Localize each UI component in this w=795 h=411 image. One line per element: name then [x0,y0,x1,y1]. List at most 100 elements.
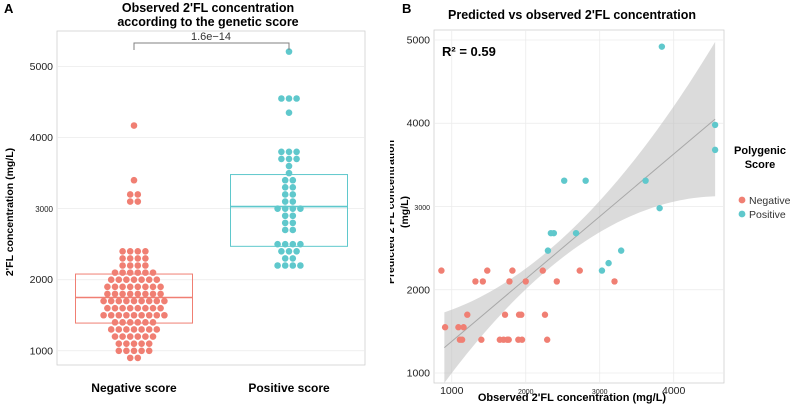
dot-negative [123,326,130,333]
dot-negative [134,283,142,291]
dot-negative [119,283,126,291]
point-negative [576,267,583,274]
panel-b-y-axis-label-line1: Predicted 2'FL concentration [390,140,397,284]
dot-negative [149,304,157,312]
dot-negative [130,340,138,347]
point-negative [438,267,445,274]
dot-negative [149,319,157,326]
panel-a-boxes [75,174,348,324]
dot-negative [119,269,126,276]
dot-negative [123,311,130,319]
dot-negative [149,290,157,298]
panel-a-y-tick-label: 3000 [35,205,53,214]
dot-negative [126,304,134,312]
dot-positive [281,219,289,227]
dot-negative [134,255,142,262]
dot-negative [111,304,119,312]
dot-positive [281,226,289,234]
dot-positive [289,219,297,227]
point-negative [479,278,487,285]
dot-negative [100,297,107,305]
dot-positive [289,240,297,248]
dot-negative [145,297,153,305]
point-positive [544,247,552,254]
dot-negative [115,276,123,284]
dot-negative [134,198,142,205]
legend: Polygenic Score Negative Positive [734,145,791,221]
point-positive [656,204,663,212]
dot-negative [119,262,126,269]
dot-negative [111,269,119,276]
dot-positive [289,205,297,212]
point-negative [505,336,512,343]
dot-negative [107,297,115,305]
panel-a-title-line2: according to the genetic score [117,15,298,29]
dot-negative [145,276,153,284]
point-positive [617,247,625,254]
dot-negative [134,191,142,198]
dot-positive [274,262,281,269]
dot-positive [289,262,297,269]
dot-positive [285,95,293,102]
dot-negative [142,283,149,291]
point-negative [484,267,491,274]
panel-a-title-line1: Observed 2'FL concentration [122,1,294,15]
dot-negative [111,283,119,291]
panel-b-x-axis-label: Observed 2'FL concentration (mg/L) [478,392,667,404]
panel-b-x-tick-label: 2000 [518,389,534,396]
legend-title-line1: Polygenic [734,145,786,157]
dot-negative [153,297,161,305]
dot-negative [111,319,119,326]
panel-b-y-axis-label-line2: (mg/L) [399,196,411,228]
panel-a-y-tick-label: 1000 [30,345,54,357]
dot-negative [115,326,123,333]
dot-negative [134,262,142,269]
dot-negative [123,297,130,305]
r-squared-annotation: R² = 0.59 [442,44,496,59]
dot-negative [142,290,149,298]
confidence-band [444,41,716,383]
dot-negative [126,319,134,326]
panel-b-y-tick-label: 2000 [407,284,431,296]
legend-positive-label: Positive [749,209,786,221]
dot-positive [289,255,297,262]
dot-negative [115,311,123,319]
point-negative [509,267,516,274]
dot-positive [289,176,297,184]
dot-negative [145,340,153,347]
dot-negative [142,333,149,340]
dot-negative [126,269,134,276]
point-negative [506,278,513,285]
dot-positive [278,247,285,255]
dot-negative [126,255,134,262]
dot-positive [281,176,289,184]
point-positive [598,267,606,274]
dot-positive [293,155,300,163]
dot-negative [134,247,142,255]
significance-bracket-line [133,42,290,50]
panel-b-x-tick-label: 1000 [440,385,464,397]
dot-positive [281,191,289,198]
point-negative [543,336,551,343]
dot-negative [149,283,157,291]
legend-positive-swatch [738,210,746,218]
point-negative [458,336,466,343]
dot-negative [104,304,111,312]
dot-negative [107,326,115,333]
dot-negative [126,354,134,362]
significance-bracket: 1.6e−14 [133,31,290,50]
panel-a: A Observed 2'FL concentration according … [0,0,390,406]
dot-negative [115,347,123,355]
dot-negative [142,255,149,262]
point-positive [582,177,589,184]
dot-negative [157,304,164,312]
point-negative [472,278,479,285]
box-negative [75,273,193,324]
panel-b-x-tick-label: 3000 [592,389,608,396]
dot-positive [278,148,285,156]
dot-negative [153,326,161,333]
dot-negative [134,333,142,340]
dot-negative [134,269,142,276]
point-negative [460,324,467,331]
dot-negative [119,247,126,255]
